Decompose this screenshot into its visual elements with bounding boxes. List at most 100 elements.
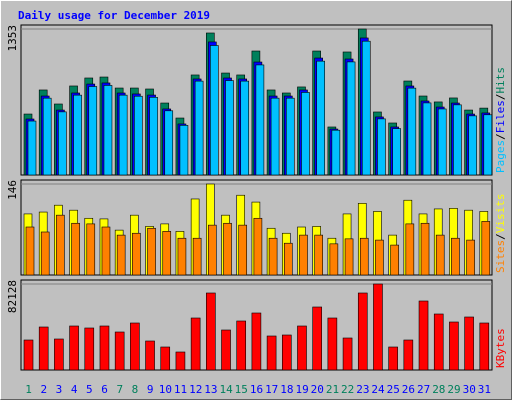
x-tick-label: 6 <box>101 383 108 396</box>
legend-entry: Hits <box>494 67 507 94</box>
bar <box>192 237 202 276</box>
x-tick-label: 4 <box>71 383 78 396</box>
bar <box>103 85 113 176</box>
bar <box>316 60 325 176</box>
bar <box>377 118 386 176</box>
bar <box>190 317 201 371</box>
x-tick-label: 17 <box>265 383 278 396</box>
bar <box>208 224 217 276</box>
bar <box>344 238 354 276</box>
bar <box>346 61 356 176</box>
legend: Pages/Files/Hits <box>494 67 507 173</box>
bar <box>73 94 82 176</box>
bar <box>466 239 475 276</box>
y-tick-label: 1353 <box>6 25 19 52</box>
bar <box>359 237 369 276</box>
bar <box>101 226 111 276</box>
bar <box>160 346 171 371</box>
bar <box>84 327 95 371</box>
x-tick-label: 28 <box>432 383 445 396</box>
bar <box>342 337 353 371</box>
x-tick-label: 7 <box>116 383 123 396</box>
bar <box>255 64 265 176</box>
x-tick-label: 19 <box>295 383 308 396</box>
x-tick-label: 16 <box>250 383 263 396</box>
x-tick-label: 5 <box>86 383 93 396</box>
x-tick-label: 3 <box>56 383 63 396</box>
y-tick-label: 146 <box>6 180 19 200</box>
x-tick-label: 30 <box>463 383 476 396</box>
bar <box>418 300 429 371</box>
x-tick-label: 10 <box>159 383 172 396</box>
bar <box>253 217 263 276</box>
bar <box>270 97 280 176</box>
x-tick-label: 8 <box>132 383 139 396</box>
x-tick-label: 24 <box>371 383 385 396</box>
bar <box>251 312 262 371</box>
legend-entry: Pages <box>494 140 507 173</box>
bar <box>56 214 65 276</box>
bar <box>422 102 432 176</box>
bar <box>69 325 79 371</box>
bar <box>331 129 341 176</box>
bar <box>42 97 52 176</box>
y-tick-label: 82128 <box>6 280 19 313</box>
bar <box>392 128 401 176</box>
x-tick-label: 27 <box>417 383 430 396</box>
bar <box>145 340 155 371</box>
x-tick-label: 2 <box>40 383 47 396</box>
x-tick-label: 1 <box>25 383 32 396</box>
bar <box>147 227 156 276</box>
legend-separator: / <box>494 233 507 240</box>
chart-title: Daily usage for December 2019 <box>18 9 210 22</box>
bar <box>177 237 187 276</box>
bar <box>435 234 445 276</box>
bar <box>99 325 110 371</box>
bar <box>405 223 415 276</box>
x-tick-label: 14 <box>219 383 233 396</box>
bar <box>283 242 293 276</box>
bar <box>453 104 462 176</box>
bar <box>314 234 323 276</box>
x-tick-label: 25 <box>387 383 400 396</box>
legend-entry: Visits <box>494 194 507 234</box>
bar <box>403 339 414 371</box>
bar <box>116 234 126 276</box>
bar <box>27 120 37 176</box>
legend: KBytes <box>494 328 507 368</box>
bar <box>210 45 219 176</box>
bar <box>86 223 96 276</box>
x-tick-label: 23 <box>356 383 369 396</box>
bar <box>23 339 34 371</box>
bar <box>327 317 338 371</box>
bar <box>464 316 474 371</box>
bar <box>449 321 459 371</box>
bar <box>225 80 234 176</box>
x-tick-label: 15 <box>235 383 248 396</box>
bar <box>134 95 143 176</box>
legend-separator: / <box>494 133 507 140</box>
bar <box>373 283 383 371</box>
bar <box>297 325 307 371</box>
bar <box>132 232 141 276</box>
bar <box>481 221 491 276</box>
bar <box>238 224 248 276</box>
bar <box>312 306 322 371</box>
x-tick-label: 29 <box>447 383 460 396</box>
bar <box>236 320 247 371</box>
bar <box>407 87 417 176</box>
bar <box>433 313 444 371</box>
bar <box>54 338 64 371</box>
bar <box>223 222 232 276</box>
x-tick-label: 31 <box>478 383 491 396</box>
x-tick-label: 20 <box>311 383 324 396</box>
bar <box>175 351 186 371</box>
x-tick-label: 18 <box>280 383 293 396</box>
x-tick-label: 22 <box>341 383 354 396</box>
bar <box>38 326 49 371</box>
bar <box>437 108 447 176</box>
x-tick-label: 11 <box>174 383 187 396</box>
legend-entry: Sites <box>494 240 507 273</box>
bar <box>58 111 67 176</box>
bar <box>357 292 368 371</box>
